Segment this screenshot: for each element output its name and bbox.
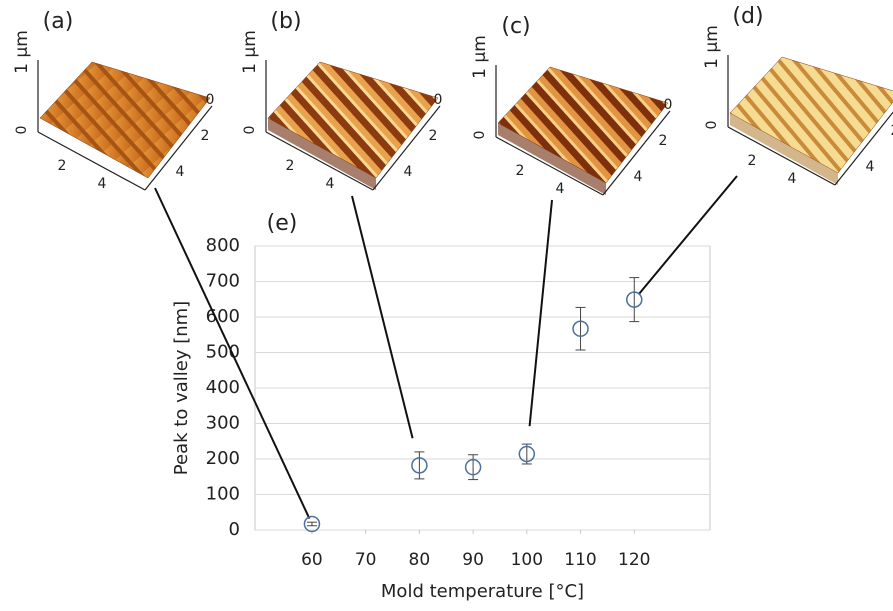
panel-label: (d)	[732, 4, 763, 29]
x-tick-label: 80	[409, 550, 431, 570]
x-tick-label: 2	[748, 153, 757, 169]
x-tick-label: 100	[511, 550, 543, 570]
y-tick-label: 0	[206, 92, 215, 108]
y-tick-label: 800	[206, 235, 240, 256]
x-tick-label: 4	[98, 176, 107, 192]
z-tick-label: 0	[14, 126, 30, 135]
y-tick-label: 2	[201, 128, 210, 144]
panel-label: (e)	[267, 211, 298, 236]
y-axis-title: Peak to valley [nm]	[171, 301, 192, 475]
y-tick-label: 4	[634, 169, 643, 185]
z-axis-label: 1 µm	[240, 30, 260, 74]
x-tick-label: 110	[564, 550, 596, 570]
panel-label: (b)	[270, 9, 301, 34]
x-tick-label: 4	[556, 181, 565, 197]
x-tick-label: 90	[462, 550, 484, 570]
x-axis-title: Mold temperature [°C]	[381, 581, 584, 602]
y-tick-label: 4	[176, 164, 185, 180]
z-axis-label: 1 µm	[470, 35, 490, 79]
z-tick-label: 0	[704, 121, 720, 130]
x-tick-label: 4	[788, 171, 797, 187]
y-tick-label: 0	[664, 97, 673, 113]
y-tick-label: 0	[434, 92, 443, 108]
y-tick-label: 400	[206, 377, 240, 398]
z-tick-label: 0	[472, 131, 488, 140]
y-tick-label: 0	[229, 519, 240, 540]
afm-panel: (b) 1 µm 0 2 4 0 2 4	[240, 9, 442, 192]
x-tick-label: 2	[516, 163, 525, 179]
panel-label: (c)	[501, 14, 530, 39]
afm-panel: (c) 1 µm 0 2 4 0 2 4	[470, 14, 672, 197]
y-tick-label: 300	[206, 413, 240, 434]
z-axis-label: 1 µm	[702, 25, 722, 69]
y-tick-label: 2	[429, 128, 438, 144]
y-tick-label: 4	[866, 159, 875, 175]
z-axis-label: 1 µm	[12, 30, 32, 74]
x-tick-label: 120	[618, 550, 650, 570]
panel-label: (a)	[43, 9, 74, 34]
afm-panel: (a) 1 µm 0 2 4 0 2 4	[12, 9, 214, 192]
x-tick-label: 60	[301, 550, 323, 570]
x-tick-label: 2	[286, 158, 295, 174]
y-tick-label: 700	[206, 271, 240, 292]
y-tick-label: 2	[659, 133, 668, 149]
z-tick-label: 0	[242, 126, 258, 135]
figure: (a)1 µm024024(b)1 µm024024(c)1 µm024024(…	[0, 0, 893, 611]
y-tick-label: 100	[206, 484, 240, 505]
y-tick-label: 4	[404, 164, 413, 180]
x-tick-label: 4	[326, 176, 335, 192]
y-tick-label: 200	[206, 448, 240, 469]
x-tick-label: 70	[355, 550, 377, 570]
x-tick-label: 2	[58, 158, 67, 174]
